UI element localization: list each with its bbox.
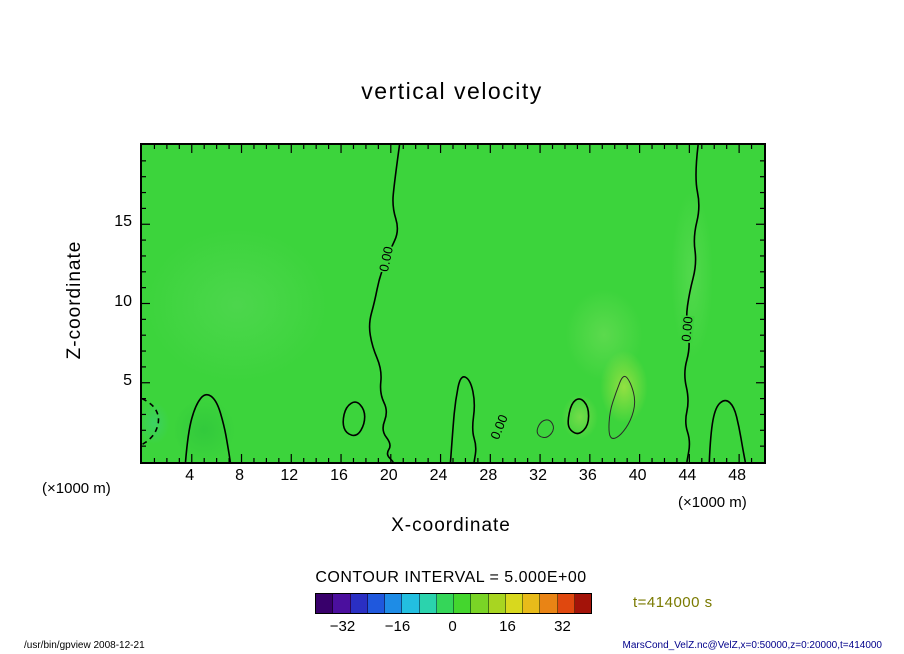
colorbar-tick-label: 32: [554, 618, 571, 635]
contour-interval-text: CONTOUR INTERVAL = 5.000E+00: [315, 569, 587, 586]
x-axis-label: X-coordinate: [391, 515, 511, 536]
colorbar-tick-label: −32: [329, 618, 356, 635]
contour-line: [368, 145, 401, 462]
contour-line: [684, 145, 700, 462]
colorbar-segment: [402, 594, 420, 613]
colorbar-segment: [436, 594, 454, 613]
x-tick-label: 40: [628, 467, 647, 484]
colorbar-tick-label: 16: [499, 618, 516, 635]
contour-line: [184, 393, 232, 462]
contour-line: [708, 399, 747, 462]
z-tick-label: 5: [123, 371, 132, 389]
y-axis-label: Z-coordinate: [64, 240, 85, 360]
x-tick-label: 12: [280, 467, 299, 484]
contour-value-label: 0.00: [678, 314, 696, 344]
contour-line: [142, 397, 160, 446]
x-tick-label: 20: [379, 467, 398, 484]
colorbar-segment: [574, 594, 591, 613]
x-tick-label: 28: [479, 467, 498, 484]
z-axis-unit: (×1000 m): [42, 480, 111, 497]
colorbar-segment: [367, 594, 385, 613]
plot-title: vertical velocity: [361, 78, 543, 104]
footer-file-info: MarsCond_VelZ.nc@VelZ,x=0:50000,z=0:2000…: [622, 640, 883, 651]
contour-line: [342, 401, 366, 437]
x-tick-label: 16: [330, 467, 348, 484]
contour-line: [608, 375, 636, 439]
colorbar-segment: [471, 594, 489, 613]
colorbar-segment: [523, 594, 541, 613]
x-tick-label: 32: [529, 467, 547, 484]
colorbar-segment: [488, 594, 506, 613]
time-label: t=414000 s: [633, 594, 713, 611]
contour-line: [536, 419, 555, 439]
footer-command: /usr/bin/gpview 2008-12-21: [24, 640, 145, 651]
colorbar-segment: [419, 594, 437, 613]
colorbar-segment: [454, 594, 472, 613]
colorbar-segment: [316, 594, 334, 613]
x-tick-label: 44: [678, 467, 697, 484]
colorbar-segment: [557, 594, 575, 613]
colorbar: [315, 593, 592, 614]
x-tick-label: 4: [185, 467, 195, 484]
colorbar-segment: [540, 594, 558, 613]
contour-layer: [142, 145, 764, 462]
contour-line: [449, 376, 477, 462]
colorbar-tick-label: 0: [448, 618, 457, 635]
z-tick-label: 15: [114, 213, 132, 231]
x-tick-label: 36: [578, 467, 597, 484]
z-tick-label: 10: [114, 292, 132, 310]
colorbar-segment: [505, 594, 523, 613]
x-axis-unit: (×1000 m): [678, 494, 747, 511]
x-tick-label: 8: [235, 467, 244, 484]
colorbar-tick-label: −16: [384, 618, 411, 635]
colorbar-segment: [350, 594, 368, 613]
contour-line: [567, 398, 590, 435]
plot-area: 0.00 0.00 0.00: [140, 143, 766, 464]
colorbar-segment: [333, 594, 351, 613]
x-tick-label: 24: [429, 467, 448, 484]
colorbar-segment: [385, 594, 403, 613]
x-tick-label: 48: [728, 467, 747, 484]
